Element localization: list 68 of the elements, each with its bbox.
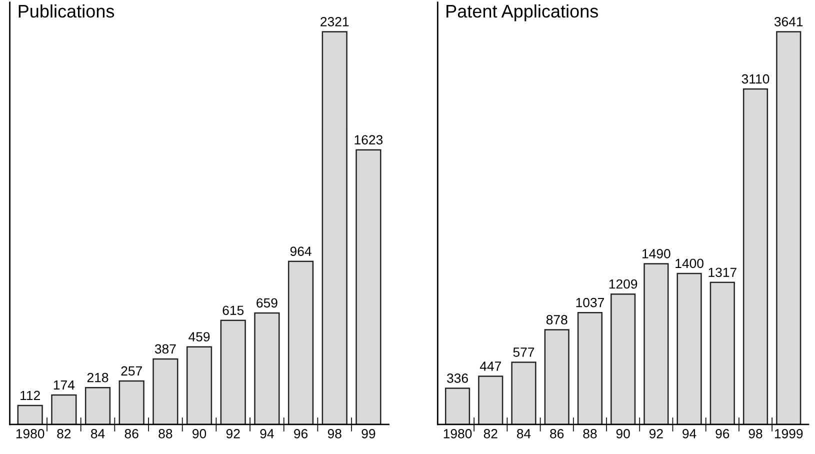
x-tick-label: 94 (682, 429, 696, 438)
x-tick-label: 86 (124, 429, 138, 438)
data-label: 112 (20, 390, 40, 400)
x-tick-label: 98 (748, 429, 762, 438)
bar (17, 404, 43, 424)
bar (776, 31, 802, 424)
bar (118, 380, 144, 424)
data-label: 447 (480, 362, 501, 371)
x-tick-label: 82 (57, 429, 71, 438)
bar (152, 358, 178, 424)
x-tick-label: 92 (226, 429, 240, 438)
data-label: 257 (121, 366, 142, 376)
x-tick-label: 1980 (444, 429, 472, 438)
x-tick-label: 98 (328, 429, 342, 438)
data-label: 577 (513, 348, 534, 357)
bar (356, 149, 382, 424)
bar (254, 312, 280, 424)
data-label: 459 (188, 332, 210, 342)
bar (710, 282, 735, 424)
x-tick-label: 88 (158, 429, 172, 438)
x-tick-label: 96 (716, 429, 730, 438)
bar (478, 376, 504, 424)
data-label: 1400 (676, 258, 704, 268)
x-tick-label: 94 (260, 429, 274, 438)
x-tick-label: 90 (616, 429, 630, 438)
data-label: 1623 (354, 135, 383, 144)
data-label: 1209 (609, 279, 638, 289)
data-label: 878 (546, 315, 568, 324)
x-tick-label: 99 (362, 429, 376, 438)
bar (220, 320, 246, 424)
bar (322, 31, 348, 424)
data-label: 218 (87, 372, 108, 382)
bar (610, 293, 636, 424)
data-label: 1490 (642, 249, 670, 258)
x-tick-label: 86 (550, 429, 564, 438)
data-label: 964 (290, 246, 312, 256)
data-label: 1037 (576, 298, 604, 308)
bar (511, 362, 536, 424)
bar (444, 388, 470, 424)
bar (186, 346, 212, 424)
data-label: 659 (256, 298, 278, 308)
bar (288, 260, 314, 424)
data-label: 615 (222, 306, 244, 316)
data-label: 387 (154, 344, 176, 354)
x-tick-label: 84 (90, 429, 105, 438)
data-label: 3641 (774, 17, 803, 26)
x-tick-label: 1999 (774, 429, 803, 438)
chart-title: Patent Applications (446, 4, 598, 22)
x-tick-label: 82 (484, 429, 498, 438)
chart-title: Publications (18, 4, 114, 18)
bar (84, 386, 111, 424)
bar (577, 312, 603, 424)
bar (742, 88, 768, 424)
x-tick-label: 88 (583, 429, 597, 438)
data-label: 336 (447, 374, 468, 383)
data-label: 1317 (708, 268, 736, 278)
x-tick-label: 96 (294, 429, 308, 438)
data-label: 3110 (742, 74, 770, 84)
x-tick-label: 90 (192, 429, 206, 438)
bar (51, 394, 77, 424)
bar (676, 272, 702, 424)
bar (644, 263, 669, 424)
x-tick-label: 92 (649, 429, 663, 438)
data-label: 2321 (320, 17, 349, 26)
data-label: 174 (54, 380, 75, 390)
bar (544, 329, 570, 424)
x-tick-label: 1980 (16, 429, 44, 438)
x-tick-label: 84 (516, 429, 531, 438)
